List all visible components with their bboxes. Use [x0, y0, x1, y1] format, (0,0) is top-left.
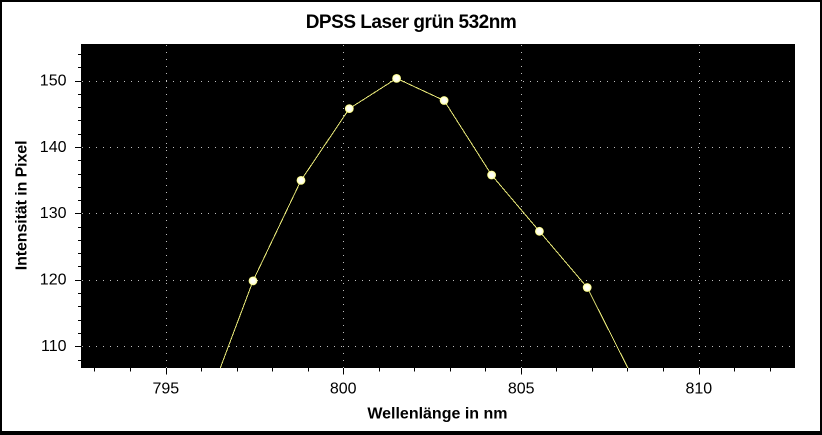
- svg-text:Wellenlänge in nm: Wellenlänge in nm: [367, 406, 507, 423]
- svg-text:795: 795: [152, 381, 179, 398]
- svg-text:110: 110: [41, 338, 67, 355]
- svg-text:810: 810: [685, 381, 712, 398]
- svg-text:805: 805: [508, 381, 535, 398]
- svg-text:Intensität in Pixel: Intensität in Pixel: [13, 141, 30, 271]
- svg-text:140: 140: [40, 139, 67, 156]
- svg-text:800: 800: [330, 381, 357, 398]
- svg-text:130: 130: [40, 205, 67, 222]
- svg-text:120: 120: [40, 272, 67, 289]
- svg-text:DPSS Laser grün 532nm: DPSS Laser grün 532nm: [306, 12, 517, 33]
- svg-text:150: 150: [40, 72, 67, 89]
